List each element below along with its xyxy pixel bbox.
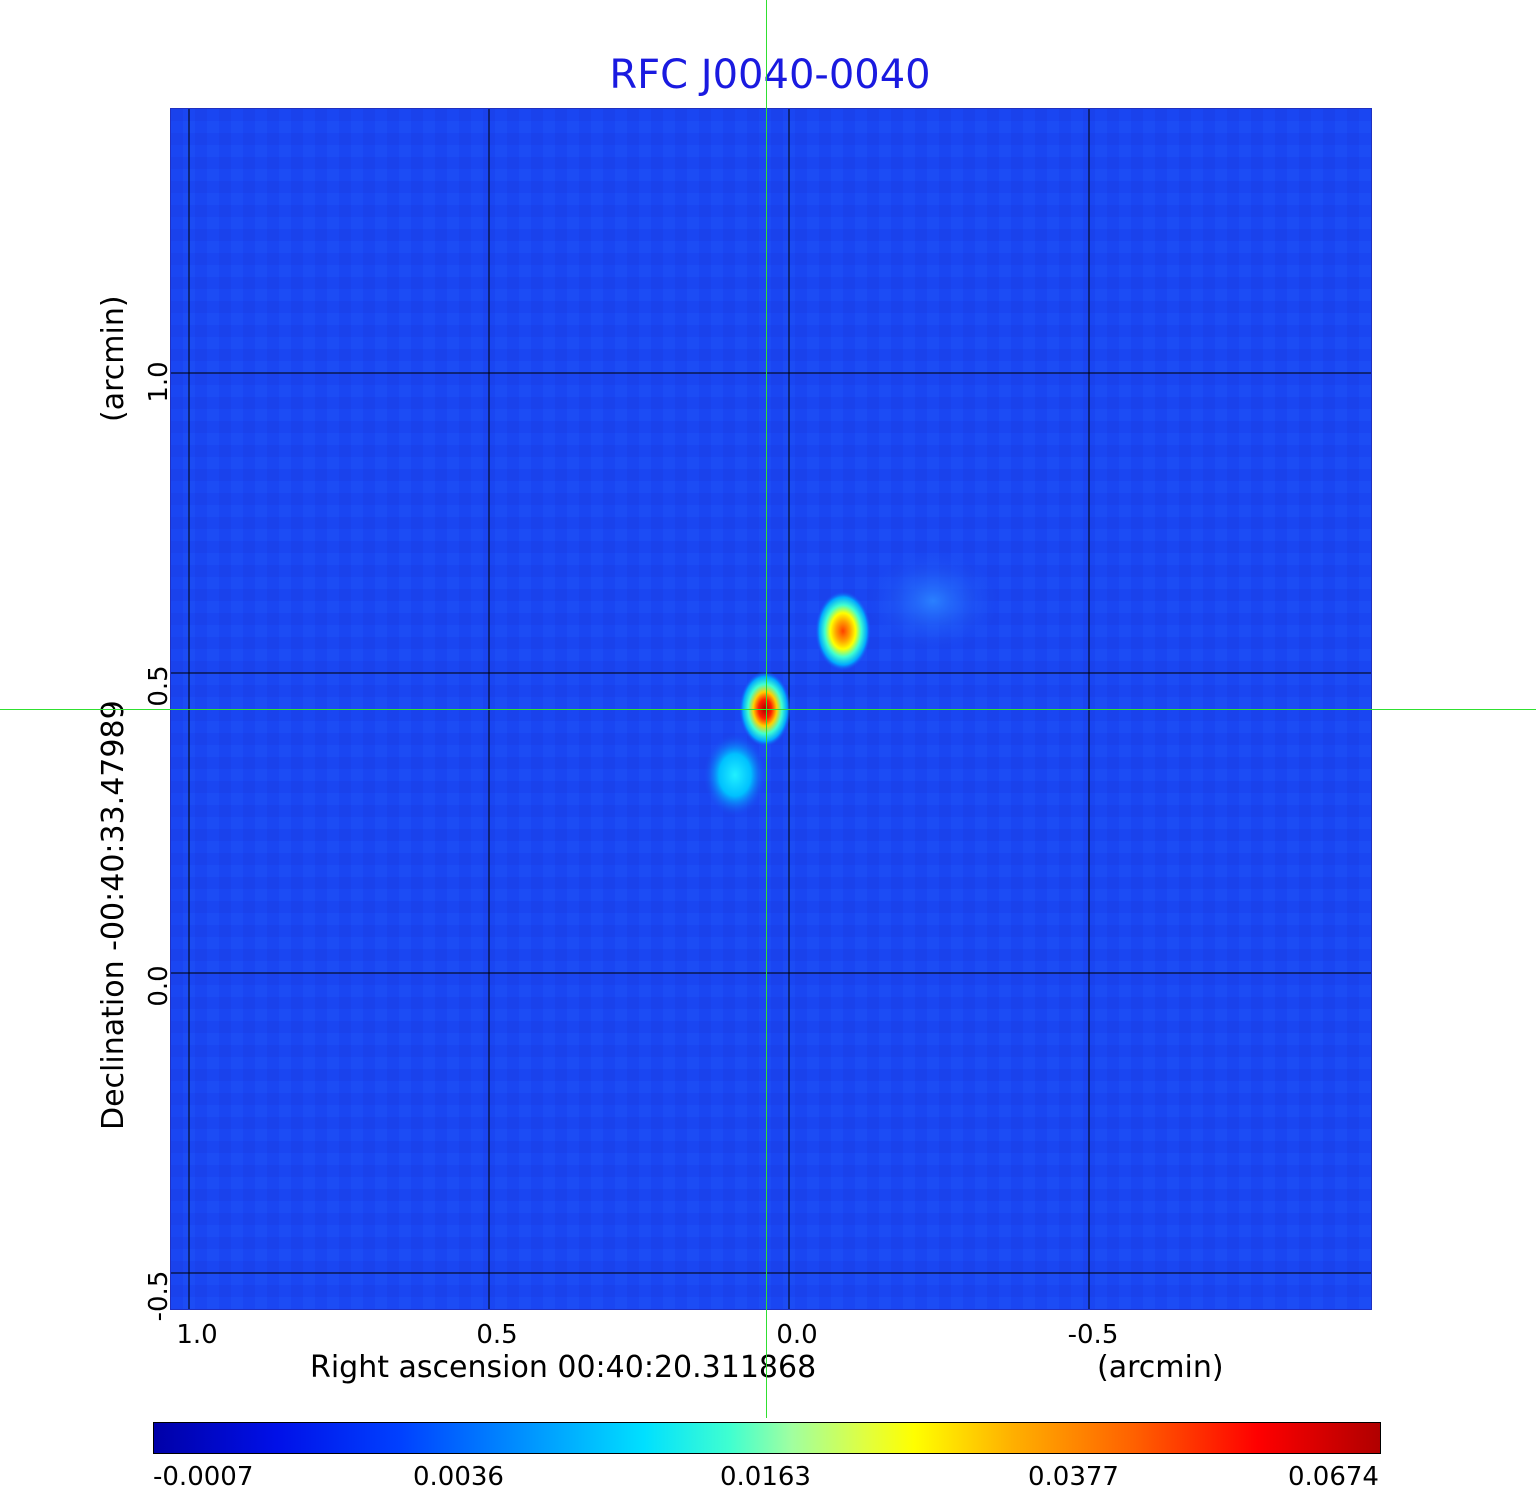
y-tick-label: 1.0: [144, 361, 174, 403]
colorbar: [153, 1422, 1381, 1454]
colorbar-tick-label: 0.0674: [1288, 1462, 1379, 1492]
radio-source-blob: [703, 733, 767, 817]
x-tick-label: -0.5: [1067, 1320, 1119, 1350]
y-tick-label: 0.0: [144, 965, 174, 1007]
x-tick-label: 0.5: [476, 1320, 518, 1350]
colorbar-tick-label: 0.0377: [1028, 1462, 1119, 1492]
radio-source-blob: [815, 591, 871, 671]
crosshair-horizontal[interactable]: [0, 709, 1536, 710]
colorbar-tick-label: 0.0036: [413, 1462, 504, 1492]
y-tick-label: 0.5: [144, 665, 174, 707]
colorbar-tick-label: 0.0163: [720, 1462, 811, 1492]
colorbar-tick-label: -0.0007: [153, 1462, 254, 1492]
y-axis-label: Declination -00:40:33.47989: [96, 700, 131, 1130]
x-tick-label: 1.0: [176, 1320, 218, 1350]
radio-source-blob: [863, 546, 1003, 656]
source-layer: [703, 546, 1003, 817]
figure-title: RFC J0040-0040: [609, 52, 931, 98]
y-tick-label: -0.5: [144, 1270, 174, 1322]
x-axis-unit: (arcmin): [1097, 1350, 1224, 1385]
x-tick-label: 0.0: [776, 1320, 818, 1350]
y-axis-unit: (arcmin): [96, 295, 131, 422]
x-axis-label: Right ascension 00:40:20.311868: [310, 1350, 817, 1385]
